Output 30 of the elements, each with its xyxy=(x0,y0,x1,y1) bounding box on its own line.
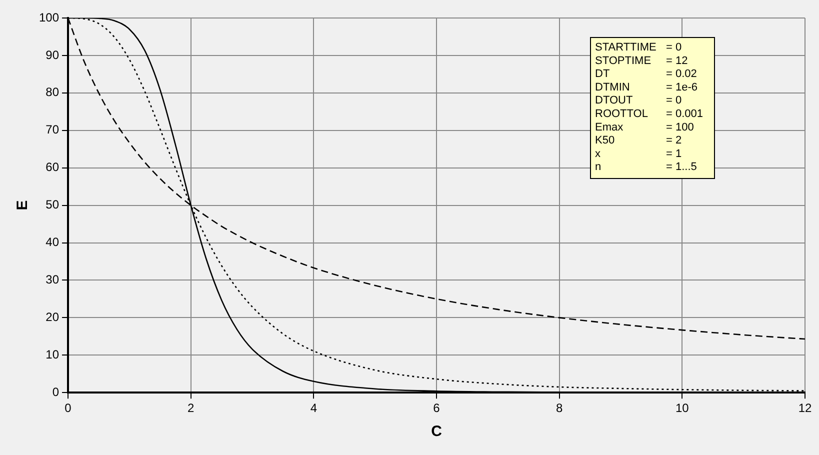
x-axis-title: C xyxy=(431,423,442,440)
y-tick-label: 40 xyxy=(46,235,60,250)
y-tick-label: 60 xyxy=(46,160,60,174)
x-tick-label: 2 xyxy=(188,401,195,416)
text: ROOTTOL = 0.001 xyxy=(595,108,704,120)
y-tick-label: 100 xyxy=(38,10,60,24)
x-tick-label: 12 xyxy=(798,401,812,416)
text: x = 1 xyxy=(595,148,682,160)
text: n = 1...5 xyxy=(595,161,697,174)
y-tick-label: 80 xyxy=(46,85,60,100)
y-tick-label: 90 xyxy=(46,48,60,62)
text: Emax = 100 xyxy=(595,121,694,134)
x-tick-label: 6 xyxy=(433,401,440,416)
y-tick-label: 50 xyxy=(46,198,60,212)
x-tick-label: 4 xyxy=(310,401,318,416)
x-tick-label: 8 xyxy=(556,401,563,416)
annotation: STARTTIME = 0 xyxy=(595,42,682,54)
text: STOPTIME = 12 xyxy=(595,54,688,67)
y-tick-label: 10 xyxy=(46,347,60,362)
text: K50 = 2 xyxy=(595,134,682,147)
y-axis-title: E xyxy=(14,200,32,210)
y-tick-label: 70 xyxy=(46,122,60,137)
y-tick-label: 30 xyxy=(46,272,60,287)
y-tick-label: 0 xyxy=(52,384,60,399)
text: DTMIN = 1e-6 xyxy=(595,81,698,94)
x-tick-label: 10 xyxy=(675,401,690,416)
text: DT = 0.02 xyxy=(595,68,697,80)
text: DTOUT = 0 xyxy=(595,94,682,107)
y-tick-label: 20 xyxy=(46,310,60,324)
x-tick-label: 0 xyxy=(64,401,72,416)
